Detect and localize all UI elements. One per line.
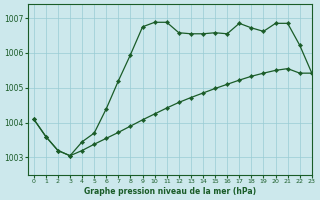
X-axis label: Graphe pression niveau de la mer (hPa): Graphe pression niveau de la mer (hPa): [84, 187, 256, 196]
